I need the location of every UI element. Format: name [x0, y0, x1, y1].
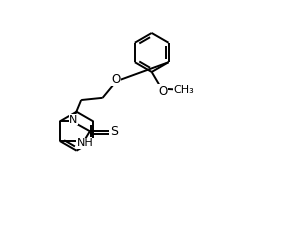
Text: CH₃: CH₃ [174, 85, 195, 95]
Text: NH: NH [77, 138, 94, 148]
Text: S: S [110, 125, 118, 138]
Text: O: O [158, 85, 167, 98]
Text: O: O [112, 73, 121, 86]
Text: N: N [69, 115, 78, 125]
